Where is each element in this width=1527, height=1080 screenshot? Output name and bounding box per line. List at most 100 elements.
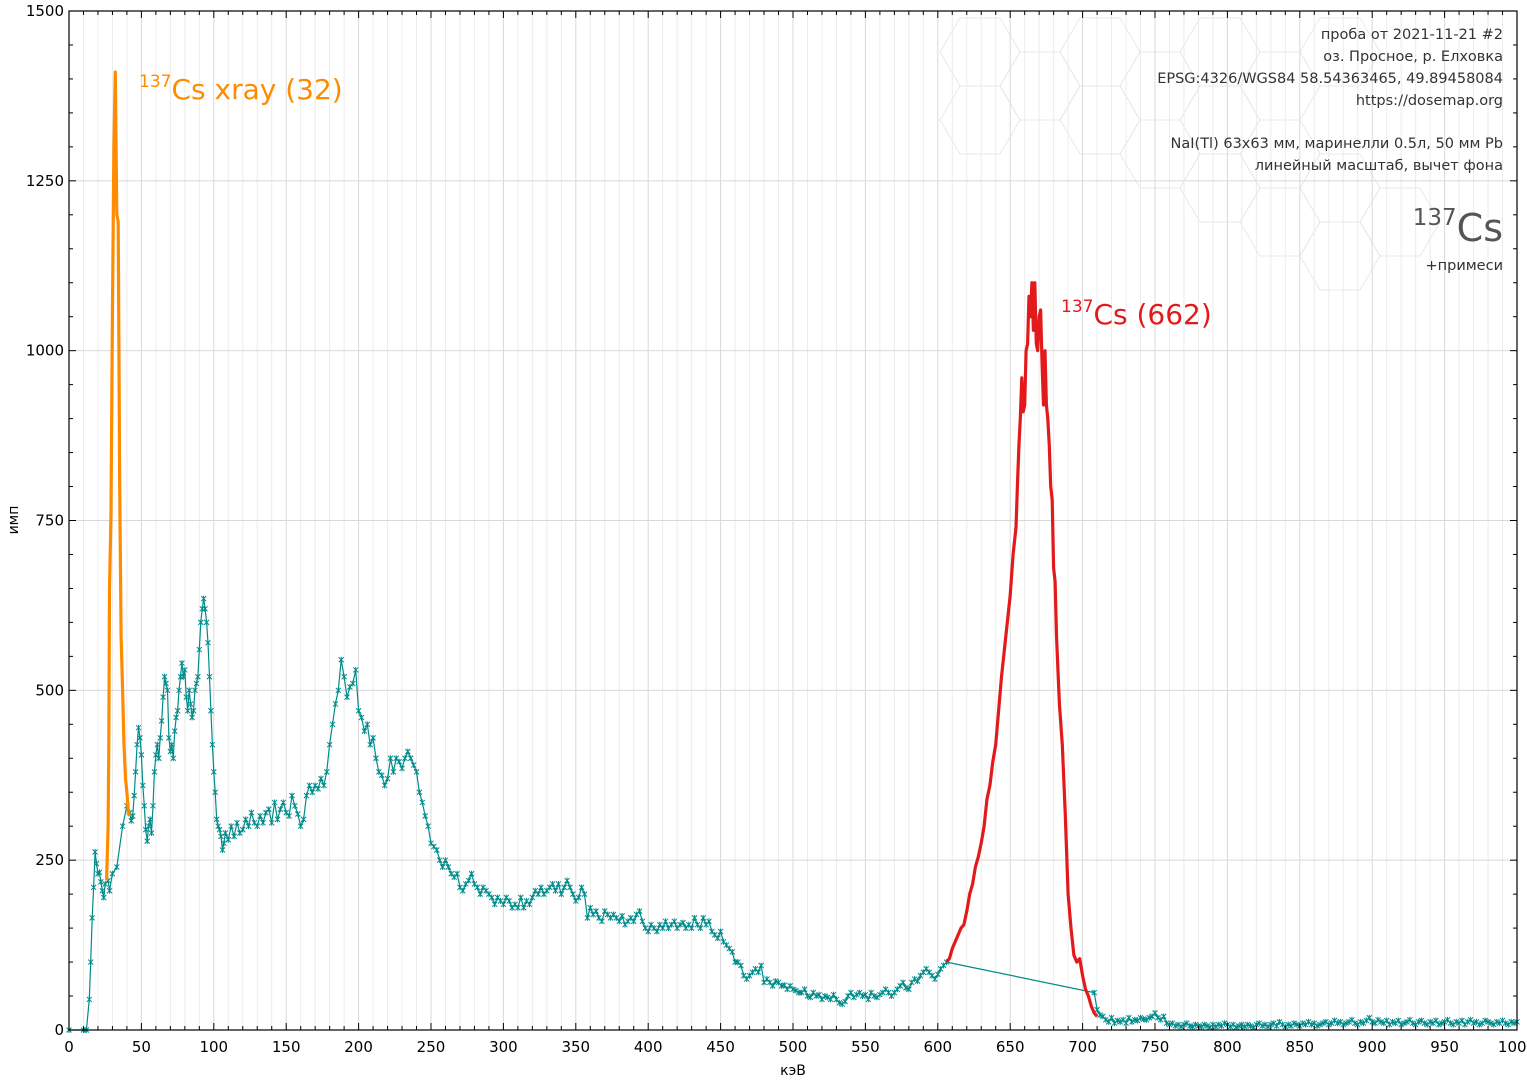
- data-point-marker: [234, 819, 240, 826]
- data-point-marker: [422, 813, 429, 820]
- x-tick-label: 900: [1358, 1038, 1387, 1056]
- data-point-marker: [688, 925, 695, 932]
- info-line-url: https://dosemap.org: [1356, 93, 1503, 109]
- data-point-marker: [202, 605, 208, 612]
- data-point-marker: [1236, 1022, 1242, 1029]
- data-point-marker: [769, 982, 776, 989]
- data-point-marker: [206, 673, 213, 680]
- annotation-photopeak-text: Cs (662): [1093, 298, 1211, 331]
- data-point-marker: [373, 755, 379, 762]
- x-tick-label: 250: [417, 1038, 446, 1056]
- data-point-marker: [192, 687, 198, 694]
- data-point-marker: [526, 901, 533, 908]
- x-tick-label: 700: [1068, 1038, 1097, 1056]
- data-point-marker: [135, 724, 142, 731]
- data-point-marker: [131, 792, 138, 799]
- data-point-marker: [1172, 1022, 1179, 1029]
- data-point-marker: [407, 755, 414, 762]
- data-point-marker: [212, 789, 219, 796]
- data-point-marker: [1415, 1018, 1422, 1025]
- data-point-marker: [419, 799, 426, 806]
- data-point-marker: [442, 857, 449, 864]
- data-point-marker: [147, 816, 153, 823]
- data-point-marker: [326, 741, 333, 748]
- data-point-marker: [848, 989, 854, 996]
- data-point-marker: [599, 918, 605, 925]
- data-point-marker: [824, 994, 831, 1001]
- data-point-marker: [555, 880, 562, 887]
- data-point-marker: [277, 806, 284, 813]
- data-point-marker: [1401, 1020, 1407, 1027]
- y-tick-label: 250: [35, 851, 64, 869]
- data-point-marker: [1227, 1023, 1234, 1030]
- data-point-marker: [865, 996, 872, 1003]
- info-line-coordinates: EPSG:4326/WGS84 58.54363465, 49.89458084: [1157, 71, 1503, 87]
- data-point-marker: [106, 887, 113, 894]
- data-point-marker: [1178, 1023, 1184, 1030]
- data-point-marker: [529, 894, 536, 901]
- data-point-marker: [248, 809, 255, 816]
- data-point-marker: [370, 734, 376, 741]
- data-point-marker: [1299, 1020, 1306, 1027]
- data-point-marker: [738, 962, 744, 969]
- x-tick-label: 850: [1285, 1038, 1314, 1056]
- data-point-marker: [315, 785, 321, 792]
- data-point-marker: [134, 741, 140, 748]
- x-tick-label: 200: [344, 1038, 373, 1056]
- data-point-marker: [1123, 1020, 1129, 1027]
- data-point-marker: [581, 891, 588, 898]
- data-point-marker: [416, 789, 423, 796]
- data-point-marker: [254, 823, 261, 830]
- data-point-marker: [1117, 1018, 1124, 1025]
- data-point-marker: [520, 904, 527, 911]
- series-line-1: [105, 70, 132, 881]
- data-point-marker: [1262, 1021, 1268, 1028]
- data-point-marker: [98, 878, 104, 885]
- data-point-marker: [1485, 1018, 1491, 1025]
- data-point-marker: [145, 823, 152, 830]
- data-point-marker: [1247, 1022, 1254, 1029]
- x-tick-label: 550: [851, 1038, 880, 1056]
- data-point-marker: [1259, 1022, 1266, 1029]
- data-point-marker: [179, 660, 185, 667]
- data-point-marker: [813, 993, 820, 1000]
- data-point-marker: [1334, 1020, 1341, 1027]
- data-point-marker: [187, 700, 194, 707]
- data-point-marker: [491, 901, 498, 908]
- data-point-marker: [309, 789, 316, 796]
- data-point-marker: [1143, 1016, 1150, 1023]
- x-tick-label: 500: [779, 1038, 808, 1056]
- data-point-marker: [1314, 1022, 1321, 1029]
- data-point-marker: [488, 894, 495, 901]
- data-point-marker: [150, 802, 156, 809]
- data-point-marker: [593, 908, 599, 915]
- data-point-marker: [245, 823, 252, 830]
- data-point-marker: [853, 991, 860, 998]
- annotation-xray: 137Cs xray (32): [139, 72, 343, 106]
- data-point-marker: [1427, 1018, 1433, 1025]
- data-point-marker: [361, 728, 368, 735]
- data-point-marker: [268, 819, 275, 826]
- data-point-marker: [180, 673, 187, 680]
- data-point-marker: [1285, 1021, 1292, 1028]
- data-point-marker: [1389, 1018, 1396, 1025]
- data-point-marker: [1357, 1018, 1364, 1025]
- data-point-marker: [619, 912, 625, 919]
- annotation-xray-text: Cs xray (32): [171, 73, 342, 106]
- data-point-marker: [168, 741, 175, 748]
- data-point-marker: [659, 925, 666, 932]
- data-point-marker: [781, 982, 788, 989]
- data-point-marker: [517, 894, 524, 901]
- data-point-marker: [265, 806, 272, 813]
- data-point-marker: [300, 816, 307, 823]
- data-point-marker: [113, 863, 120, 870]
- data-point-marker: [1152, 1010, 1158, 1017]
- data-point-marker: [183, 694, 190, 701]
- annotation-xray-mass: 137: [139, 72, 171, 92]
- data-point-marker: [1137, 1014, 1144, 1021]
- y-tick-label: 1250: [26, 172, 64, 190]
- x-tick-label: 100: [199, 1038, 228, 1056]
- data-point-marker: [804, 993, 811, 1000]
- info-line-location: оз. Просное, р. Елховка: [1323, 49, 1503, 65]
- data-point-marker: [564, 877, 570, 884]
